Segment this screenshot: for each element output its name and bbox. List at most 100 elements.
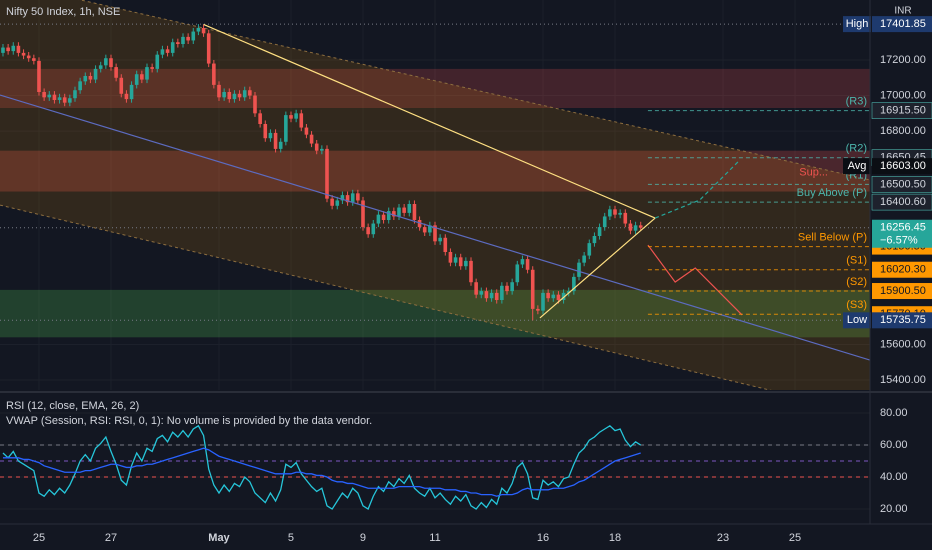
candle-body xyxy=(284,115,288,142)
currency: INR xyxy=(894,6,911,17)
candle-body xyxy=(350,193,355,203)
candle-body xyxy=(16,45,21,53)
rsi-title: RSI (12, close, EMA, 26, 2) xyxy=(6,400,139,412)
chart-title: Nifty 50 Index, 1h, NSE xyxy=(6,6,120,18)
last-price-label: 16256.45 xyxy=(880,222,926,234)
candle-body xyxy=(304,127,309,135)
candle-body xyxy=(150,67,154,69)
x-tick-label: 5 xyxy=(288,532,294,544)
pivot-label: (S2) xyxy=(846,276,867,288)
candle-body xyxy=(37,60,41,92)
candle-body xyxy=(469,260,473,283)
candle-body xyxy=(515,264,520,283)
candle-body xyxy=(541,292,545,311)
channel-line xyxy=(78,0,870,181)
candle-body xyxy=(314,143,319,151)
overlay: 16915.5016650.4516500.5016400.6016150.50… xyxy=(843,16,932,329)
candle-body xyxy=(597,227,602,236)
candle-body xyxy=(140,74,144,80)
pivot-label: (R2) xyxy=(846,143,867,155)
candle-body xyxy=(448,252,453,263)
price-box-label: 16400.60 xyxy=(880,196,926,208)
candle-body xyxy=(145,67,149,80)
candle-body xyxy=(212,63,216,85)
candle-body xyxy=(561,292,566,300)
pivot-label: Sell Below (P) xyxy=(798,231,867,243)
level-tag xyxy=(843,16,871,33)
candle-body xyxy=(381,214,386,220)
channel-line xyxy=(0,204,772,390)
candle-body xyxy=(196,28,201,32)
price-box-label: 16020.30 xyxy=(880,264,926,276)
level-tag xyxy=(843,312,871,329)
candle-body xyxy=(371,223,376,235)
rsi-subtitle: VWAP (Session, RSI: RSI, 0, 1): No volum… xyxy=(6,415,372,427)
candle-body xyxy=(26,55,31,59)
candle-body xyxy=(464,260,468,267)
candle-body xyxy=(525,259,530,270)
candle-body xyxy=(623,212,628,224)
candle-body xyxy=(73,90,77,99)
candle-body xyxy=(325,148,329,199)
drawing-line xyxy=(654,159,741,219)
rsi-line xyxy=(2,424,642,511)
candle-body xyxy=(433,225,437,242)
last-change-label: −6.57% xyxy=(880,235,918,247)
candle-body xyxy=(422,227,427,233)
candle-body xyxy=(191,31,196,41)
price-box-label: 16603.00 xyxy=(880,160,926,172)
candle-body xyxy=(443,237,448,252)
pivot-label: (R3) xyxy=(846,95,867,107)
rsi-pane xyxy=(0,412,870,511)
candle-body xyxy=(1,47,5,53)
level-tag-label: High xyxy=(846,18,869,30)
candle-body xyxy=(78,81,82,91)
x-tick-label: 27 xyxy=(105,532,117,544)
candle-body xyxy=(458,257,463,267)
candle-body xyxy=(479,291,484,295)
candle-body xyxy=(181,36,185,44)
price-box xyxy=(871,176,932,193)
price-box xyxy=(871,193,932,211)
candle-body xyxy=(633,225,638,231)
candle-body xyxy=(289,115,293,119)
candle-body xyxy=(83,76,88,82)
candle-body xyxy=(407,204,412,213)
candle-body xyxy=(608,209,612,217)
drawing-line xyxy=(0,94,870,361)
candle-body xyxy=(98,65,103,69)
pivot-note: Sup... xyxy=(799,166,828,178)
candle-body xyxy=(21,52,26,56)
price-box-label: 16500.50 xyxy=(880,178,926,190)
candle-body xyxy=(582,255,586,263)
candle-body xyxy=(592,236,597,244)
candle-body xyxy=(32,58,36,61)
level-tag-label: Avg xyxy=(848,160,867,172)
y-tick-label: 16800.00 xyxy=(880,125,926,137)
price-box xyxy=(872,312,932,329)
y-tick-label: 15400.00 xyxy=(880,374,926,386)
candle-body xyxy=(320,148,324,151)
candle-body xyxy=(505,285,509,292)
candle-body xyxy=(129,84,134,100)
candle-body xyxy=(237,93,242,98)
x-tick-label: 25 xyxy=(789,532,801,544)
candle-body xyxy=(392,211,396,217)
candle-body xyxy=(258,113,262,124)
price-box xyxy=(872,261,932,278)
candle-body xyxy=(602,216,607,228)
candle-body xyxy=(232,93,237,100)
candle-body xyxy=(386,211,391,220)
candle-body xyxy=(340,195,345,201)
price-box xyxy=(872,158,932,175)
candle-body xyxy=(299,113,304,128)
candle-body xyxy=(68,98,72,103)
candle-body xyxy=(556,294,561,300)
candle-body xyxy=(278,141,283,149)
candle-body xyxy=(489,292,494,299)
candle-body xyxy=(494,292,499,300)
candle-body xyxy=(109,58,113,68)
candle-body xyxy=(263,124,268,139)
